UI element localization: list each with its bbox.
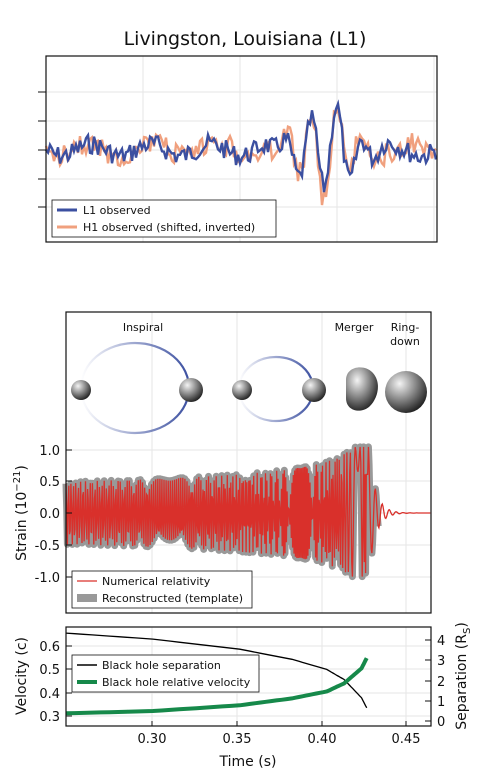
legend-h1-observed: H1 observed (shifted, inverted) bbox=[83, 221, 255, 234]
middle-yticks bbox=[66, 449, 72, 578]
legend-numerical-relativity: Numerical relativity bbox=[102, 575, 211, 588]
middle-grid bbox=[66, 312, 431, 613]
velocity-axis-label: Velocity (c) bbox=[14, 637, 30, 715]
black-hole-icon bbox=[302, 378, 326, 402]
phase-label-merger: Merger bbox=[335, 321, 374, 334]
top-axes-frame bbox=[45, 55, 438, 243]
phase-label-inspiral: Inspiral bbox=[123, 321, 163, 334]
phase-label-ringdown-2: down bbox=[390, 335, 420, 348]
time-tick: 0.45 bbox=[392, 732, 421, 747]
final-black-hole-icon bbox=[385, 371, 427, 413]
ytick-label: 1.0 bbox=[39, 444, 60, 459]
separation-curve bbox=[65, 632, 368, 709]
velocity-tick: 0.4 bbox=[39, 687, 60, 702]
time-axis-label: Time (s) bbox=[219, 754, 277, 770]
black-hole-icon bbox=[71, 380, 91, 400]
time-tick: 0.30 bbox=[138, 732, 167, 747]
separation-tick: 4 bbox=[437, 634, 445, 649]
l1-observed-line bbox=[45, 99, 438, 193]
legend-separation: Black hole separation bbox=[102, 659, 221, 672]
bottom-axes-frame bbox=[65, 626, 432, 727]
velocity-tick: 0.6 bbox=[39, 640, 60, 655]
merging-black-hole-icon bbox=[346, 367, 378, 411]
separation-axis-label: Separation (RS) bbox=[454, 622, 473, 730]
strain-axis-label: Strain (10−21) bbox=[12, 465, 30, 561]
separation-tick: 3 bbox=[437, 654, 445, 669]
bottom-ticks bbox=[66, 639, 431, 726]
velocity-curve bbox=[65, 657, 369, 716]
middle-legend: Numerical relativity Reconstructed (temp… bbox=[71, 570, 253, 609]
black-hole-icon bbox=[232, 380, 252, 400]
phase-label-ringdown-1: Ring- bbox=[391, 321, 420, 334]
time-tick: 0.40 bbox=[308, 732, 337, 747]
middle-axes-frame bbox=[65, 311, 432, 614]
ytick-label: -1.0 bbox=[35, 571, 60, 586]
time-tick: 0.35 bbox=[223, 732, 252, 747]
separation-tick: 0 bbox=[437, 715, 445, 730]
separation-tick: 1 bbox=[437, 695, 445, 710]
ytick-label: 0.0 bbox=[39, 507, 60, 522]
binary-illustration: Inspiral Merger Ring- down bbox=[71, 321, 427, 435]
black-hole-icon bbox=[179, 378, 203, 402]
inspiral-orbit-wide bbox=[79, 341, 191, 435]
velocity-tick: 0.5 bbox=[39, 663, 60, 678]
top-legend: L1 observed H1 observed (shifted, invert… bbox=[51, 199, 277, 238]
ytick-label: -0.5 bbox=[35, 539, 60, 554]
bottom-legend: Black hole separation Black hole relativ… bbox=[71, 654, 260, 693]
legend-template: Reconstructed (template) bbox=[102, 592, 243, 605]
ytick-label: 0.5 bbox=[39, 475, 60, 490]
top-title: Livingston, Louisiana (L1) bbox=[124, 28, 367, 50]
legend-l1-observed: L1 observed bbox=[83, 204, 151, 217]
separation-tick: 2 bbox=[437, 675, 445, 690]
velocity-tick: 0.3 bbox=[39, 710, 60, 725]
legend-velocity: Black hole relative velocity bbox=[102, 676, 251, 689]
top-yticks bbox=[38, 91, 46, 208]
numerical-relativity-waveform bbox=[65, 446, 431, 577]
